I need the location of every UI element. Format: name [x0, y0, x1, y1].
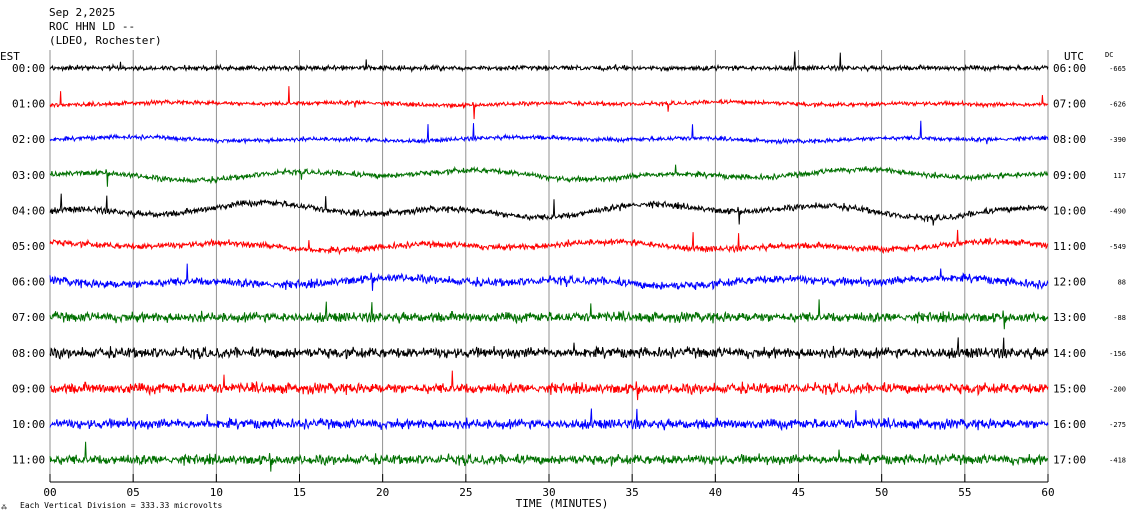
x-tick-label: 20	[376, 486, 389, 499]
est-hour-label: 10:00	[12, 418, 45, 431]
dc-offset-label: -665	[1109, 65, 1126, 73]
trace-layer	[49, 51, 1049, 472]
est-hour-label: 01:00	[12, 98, 45, 111]
scale-note: Each Vertical Division = 333.33 microvol…	[20, 501, 222, 510]
trace-0400	[49, 193, 1049, 226]
utc-hour-label: 10:00	[1053, 204, 1086, 217]
x-tick-label: 45	[792, 486, 805, 499]
x-tick-label: 35	[626, 486, 639, 499]
date-label: Sep 2,2025	[49, 6, 115, 19]
trace-0000	[49, 51, 1049, 74]
utc-hour-label: 15:00	[1053, 382, 1086, 395]
dc-offset-label: -156	[1109, 350, 1126, 358]
x-tick-label: 30	[542, 486, 555, 499]
x-tick-label: 25	[459, 486, 472, 499]
dc-offset-label: 88	[1118, 279, 1126, 287]
dc-offset-label: 117	[1113, 172, 1126, 180]
dc-offset-label: -626	[1109, 101, 1126, 109]
station-label: ROC HHN LD --	[49, 20, 135, 33]
x-tick-label: 00	[43, 486, 56, 499]
x-axis-label: TIME (MINUTES)	[516, 497, 609, 510]
trace-0200	[49, 120, 1049, 146]
label-layer: 00 05 10 15 20 25 30 35 40 45 50 55 60 00:00 06:00 -665…	[12, 62, 1126, 499]
trace-1000	[49, 408, 1049, 432]
trace-0500	[49, 229, 1049, 256]
dc-offset-label: -88	[1113, 314, 1126, 322]
trace-0300	[49, 164, 1049, 187]
utc-hour-label: 12:00	[1053, 276, 1086, 289]
utc-hour-label: 06:00	[1053, 62, 1086, 75]
utc-hour-label: 11:00	[1053, 240, 1086, 253]
dc-offset-label: -490	[1109, 207, 1126, 215]
dc-offset-label: -390	[1109, 136, 1126, 144]
utc-hour-label: 14:00	[1053, 347, 1086, 360]
est-zone-label: EST	[0, 50, 20, 63]
utc-hour-label: 16:00	[1053, 418, 1086, 431]
x-tick-label: 40	[709, 486, 722, 499]
dc-offset-label: -200	[1109, 385, 1126, 393]
x-tick-label: 05	[127, 486, 140, 499]
est-hour-label: 11:00	[12, 454, 45, 467]
est-hour-label: 09:00	[12, 382, 45, 395]
dc-offset-label: -418	[1109, 457, 1126, 465]
x-tick-label: 50	[875, 486, 888, 499]
utc-hour-label: 07:00	[1053, 98, 1086, 111]
trace-0800	[49, 337, 1049, 360]
dc-offset-label: -549	[1109, 243, 1126, 251]
est-hour-label: 08:00	[12, 347, 45, 360]
est-hour-label: 00:00	[12, 62, 45, 75]
utc-zone-label: UTC	[1064, 50, 1084, 63]
utc-hour-label: 17:00	[1053, 454, 1086, 467]
x-tick-label: 55	[958, 486, 971, 499]
est-hour-label: 03:00	[12, 169, 45, 182]
utc-hour-label: 09:00	[1053, 169, 1086, 182]
est-hour-label: 02:00	[12, 133, 45, 146]
est-hour-label: 04:00	[12, 204, 45, 217]
x-tick-label: 60	[1041, 486, 1054, 499]
trace-0900	[49, 370, 1049, 401]
x-tick-label: 10	[210, 486, 223, 499]
dc-offset-label: -275	[1109, 421, 1126, 429]
utc-hour-label: 13:00	[1053, 311, 1086, 324]
station-mark-icon: ⁂	[1, 504, 7, 511]
utc-hour-label: 08:00	[1053, 133, 1086, 146]
trace-0700	[49, 299, 1049, 330]
est-hour-label: 05:00	[12, 240, 45, 253]
x-tick-label: 15	[293, 486, 306, 499]
est-hour-label: 07:00	[12, 311, 45, 324]
trace-1100	[49, 441, 1049, 472]
est-hour-label: 06:00	[12, 276, 45, 289]
trace-0100	[49, 86, 1049, 120]
network-label: (LDEO, Rochester)	[49, 34, 162, 47]
grid-layer	[49, 50, 1049, 483]
trace-0600	[49, 263, 1049, 291]
dc-column-label: DC	[1105, 51, 1113, 59]
